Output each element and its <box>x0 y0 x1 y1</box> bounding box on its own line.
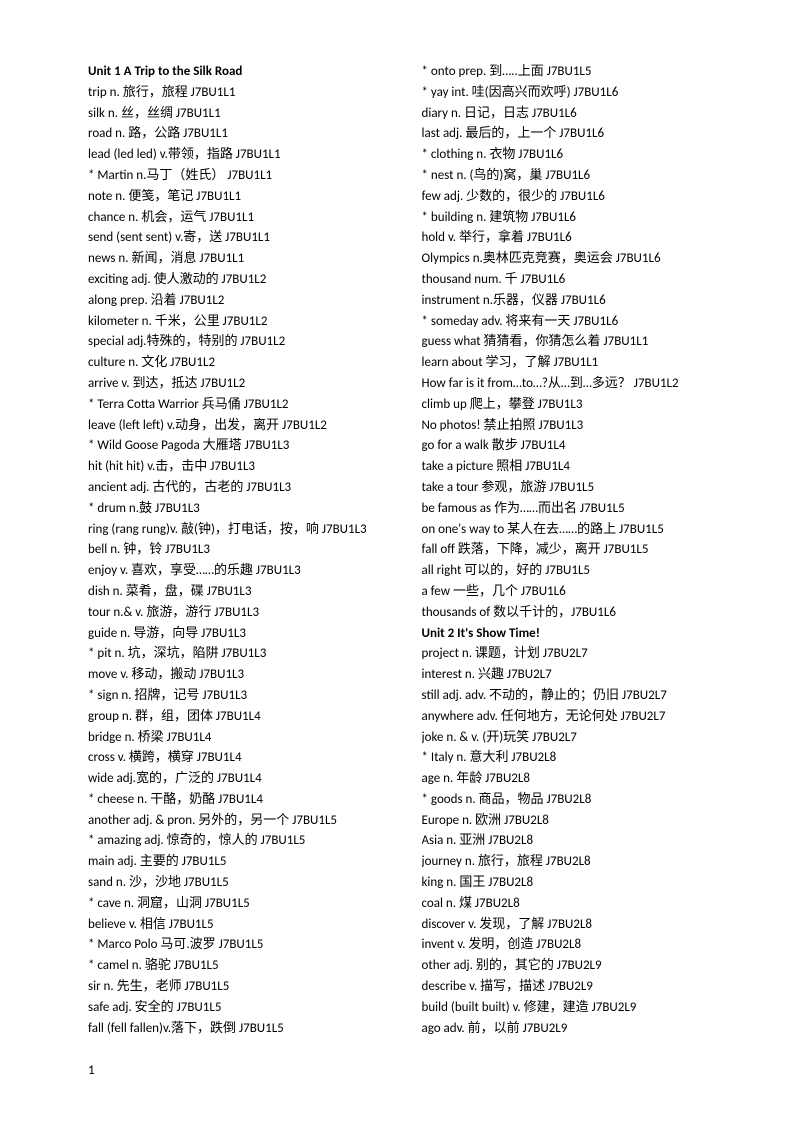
vocab-entry: * drum n.鼓 J7BU1L3 <box>88 499 390 520</box>
vocab-entry: * goods n. 商品，物品 J7BU2L8 <box>422 790 724 811</box>
vocab-entry: take a picture 照相 J7BU1L4 <box>422 457 724 478</box>
vocab-entry: another adj. & pron. 另外的，另一个 J7BU1L5 <box>88 811 390 832</box>
vocabulary-columns: Unit 1 A Trip to the Silk Roadtrip n. 旅行… <box>88 62 723 1039</box>
vocab-entry: few adj. 少数的，很少的 J7BU1L6 <box>422 187 724 208</box>
vocab-entry: all right 可以的，好的 J7BU1L5 <box>422 561 724 582</box>
vocab-entry: describe v. 描写，描述 J7BU2L9 <box>422 977 724 998</box>
vocab-entry: Europe n. 欧洲 J7BU2L8 <box>422 811 724 832</box>
vocab-entry: thousand num. 千 J7BU1L6 <box>422 270 724 291</box>
vocab-entry: No photos! 禁止拍照 J7BU1L3 <box>422 416 724 437</box>
vocab-entry: bridge n. 桥梁 J7BU1L4 <box>88 728 390 749</box>
vocab-entry: ago adv. 前，以前 J7BU2L9 <box>422 1019 724 1040</box>
vocab-entry: enjoy v. 喜欢，享受……的乐趣 J7BU1L3 <box>88 561 390 582</box>
vocab-entry: news n. 新闻，消息 J7BU1L1 <box>88 249 390 270</box>
vocab-entry: * pit n. 坑，深坑，陷阱 J7BU1L3 <box>88 644 390 665</box>
vocab-entry: joke n. & v. (开)玩笑 J7BU2L7 <box>422 728 724 749</box>
vocab-entry: still adj. adv. 不动的，静止的；仍旧 J7BU2L7 <box>422 686 724 707</box>
vocab-entry: a few 一些，几个 J7BU1L6 <box>422 582 724 603</box>
vocab-entry: lead (led led) v.带领，指路 J7BU1L1 <box>88 145 390 166</box>
vocab-entry: on one's way to 某人在去……的路上 J7BU1L5 <box>422 520 724 541</box>
vocab-entry: instrument n.乐器，仪器 J7BU1L6 <box>422 291 724 312</box>
vocab-entry: learn about 学习，了解 J7BU1L1 <box>422 353 724 374</box>
vocab-entry: leave (left left) v.动身，出发，离开 J7BU1L2 <box>88 416 390 437</box>
vocab-entry: diary n. 日记，日志 J7BU1L6 <box>422 104 724 125</box>
vocab-entry: chance n. 机会，运气 J7BU1L1 <box>88 208 390 229</box>
vocab-entry: invent v. 发明，创造 J7BU2L8 <box>422 935 724 956</box>
vocab-entry: hit (hit hit) v.击，击中 J7BU1L3 <box>88 457 390 478</box>
vocab-entry: move v. 移动，搬动 J7BU1L3 <box>88 665 390 686</box>
vocab-entry: go for a walk 散步 J7BU1L4 <box>422 436 724 457</box>
vocab-entry: * yay int. 哇(因高兴而欢呼) J7BU1L6 <box>422 83 724 104</box>
vocab-entry: take a tour 参观，旅游 J7BU1L5 <box>422 478 724 499</box>
vocab-entry: interest n. 兴趣 J7BU2L7 <box>422 665 724 686</box>
vocab-entry: hold v. 举行，拿着 J7BU1L6 <box>422 228 724 249</box>
vocab-entry: believe v. 相信 J7BU1L5 <box>88 915 390 936</box>
vocab-entry: fall off 跌落，下降，减少，离开 J7BU1L5 <box>422 540 724 561</box>
vocab-entry: * clothing n. 衣物 J7BU1L6 <box>422 145 724 166</box>
vocab-entry: safe adj. 安全的 J7BU1L5 <box>88 998 390 1019</box>
vocab-entry: bell n. 钟，铃 J7BU1L3 <box>88 540 390 561</box>
vocab-entry: * Terra Cotta Warrior 兵马俑 J7BU1L2 <box>88 395 390 416</box>
vocab-entry: trip n. 旅行，旅程 J7BU1L1 <box>88 83 390 104</box>
vocab-entry: ancient adj. 古代的，古老的 J7BU1L3 <box>88 478 390 499</box>
vocab-entry: along prep. 沿着 J7BU1L2 <box>88 291 390 312</box>
vocab-entry: kilometer n. 千米，公里 J7BU1L2 <box>88 312 390 333</box>
vocab-entry: * sign n. 招牌，记号 J7BU1L3 <box>88 686 390 707</box>
vocab-entry: project n. 课题，计划 J7BU2L7 <box>422 644 724 665</box>
vocab-entry: road n. 路，公路 J7BU1L1 <box>88 124 390 145</box>
vocab-entry: How far is it from…to…?从…到…多远？ J7BU1L2 <box>422 374 724 395</box>
unit-title: Unit 1 A Trip to the Silk Road <box>88 62 390 83</box>
vocab-entry: guess what 猜猜看，你猜怎么着 J7BU1L1 <box>422 332 724 353</box>
vocab-entry: ring (rang rung)v. 敲(钟)，打电话，按，响 J7BU1L3 <box>88 520 390 541</box>
vocab-entry: * cheese n. 干酪，奶酪 J7BU1L4 <box>88 790 390 811</box>
vocab-entry: Asia n. 亚洲 J7BU2L8 <box>422 831 724 852</box>
vocab-entry: silk n. 丝，丝绸 J7BU1L1 <box>88 104 390 125</box>
vocab-entry: exciting adj. 使人激动的 J7BU1L2 <box>88 270 390 291</box>
unit-title: Unit 2 It's Show Time! <box>422 624 724 645</box>
vocab-entry: wide adj.宽的，广泛的 J7BU1L4 <box>88 769 390 790</box>
vocab-entry: sir n. 先生，老师 J7BU1L5 <box>88 977 390 998</box>
vocab-entry: group n. 群，组，团体 J7BU1L4 <box>88 707 390 728</box>
vocab-entry: coal n. 煤 J7BU2L8 <box>422 894 724 915</box>
vocab-entry: arrive v. 到达，抵达 J7BU1L2 <box>88 374 390 395</box>
vocab-entry: * onto prep. 到…..上面 J7BU1L5 <box>422 62 724 83</box>
vocab-entry: king n. 国王 J7BU2L8 <box>422 873 724 894</box>
vocab-entry: main adj. 主要的 J7BU1L5 <box>88 852 390 873</box>
vocab-entry: thousands of 数以千计的，J7BU1L6 <box>422 603 724 624</box>
vocab-entry: * Marco Polo 马可.波罗 J7BU1L5 <box>88 935 390 956</box>
vocab-entry: * Wild Goose Pagoda 大雁塔 J7BU1L3 <box>88 436 390 457</box>
vocab-entry: be famous as 作为……而出名 J7BU1L5 <box>422 499 724 520</box>
page-number: 1 <box>88 1063 95 1078</box>
vocab-entry: note n. 便笺，笔记 J7BU1L1 <box>88 187 390 208</box>
vocab-entry: journey n. 旅行，旅程 J7BU2L8 <box>422 852 724 873</box>
vocab-entry: * someday adv. 将来有一天 J7BU1L6 <box>422 312 724 333</box>
vocab-entry: * amazing adj. 惊奇的，惊人的 J7BU1L5 <box>88 831 390 852</box>
vocab-entry: build (built built) v. 修建，建造 J7BU2L9 <box>422 998 724 1019</box>
vocab-entry: culture n. 文化 J7BU1L2 <box>88 353 390 374</box>
vocab-entry: * Italy n. 意大利 J7BU2L8 <box>422 748 724 769</box>
vocab-entry: anywhere adv. 任何地方，无论何处 J7BU2L7 <box>422 707 724 728</box>
vocab-entry: dish n. 菜肴，盘，碟 J7BU1L3 <box>88 582 390 603</box>
vocab-entry: cross v. 横跨，横穿 J7BU1L4 <box>88 748 390 769</box>
column-left: Unit 1 A Trip to the Silk Roadtrip n. 旅行… <box>88 62 390 1039</box>
column-right: * onto prep. 到…..上面 J7BU1L5* yay int. 哇(… <box>422 62 724 1039</box>
vocab-entry: * Martin n.马丁（姓氏） J7BU1L1 <box>88 166 390 187</box>
vocab-entry: * camel n. 骆驼 J7BU1L5 <box>88 956 390 977</box>
vocab-entry: last adj. 最后的，上一个 J7BU1L6 <box>422 124 724 145</box>
vocab-entry: discover v. 发现，了解 J7BU2L8 <box>422 915 724 936</box>
vocab-entry: sand n. 沙，沙地 J7BU1L5 <box>88 873 390 894</box>
vocab-entry: climb up 爬上，攀登 J7BU1L3 <box>422 395 724 416</box>
vocab-entry: fall (fell fallen)v.落下，跌倒 J7BU1L5 <box>88 1019 390 1040</box>
vocab-entry: guide n. 导游，向导 J7BU1L3 <box>88 624 390 645</box>
vocab-entry: * building n. 建筑物 J7BU1L6 <box>422 208 724 229</box>
vocab-entry: other adj. 别的，其它的 J7BU2L9 <box>422 956 724 977</box>
vocab-entry: * nest n. (鸟的)窝，巢 J7BU1L6 <box>422 166 724 187</box>
vocab-entry: * cave n. 洞窟，山洞 J7BU1L5 <box>88 894 390 915</box>
vocab-entry: Olympics n.奥林匹克竞赛，奥运会 J7BU1L6 <box>422 249 724 270</box>
vocab-entry: send (sent sent) v.寄，送 J7BU1L1 <box>88 228 390 249</box>
vocab-entry: special adj.特殊的，特别的 J7BU1L2 <box>88 332 390 353</box>
vocab-entry: tour n.& v. 旅游，游行 J7BU1L3 <box>88 603 390 624</box>
vocab-entry: age n. 年龄 J7BU2L8 <box>422 769 724 790</box>
